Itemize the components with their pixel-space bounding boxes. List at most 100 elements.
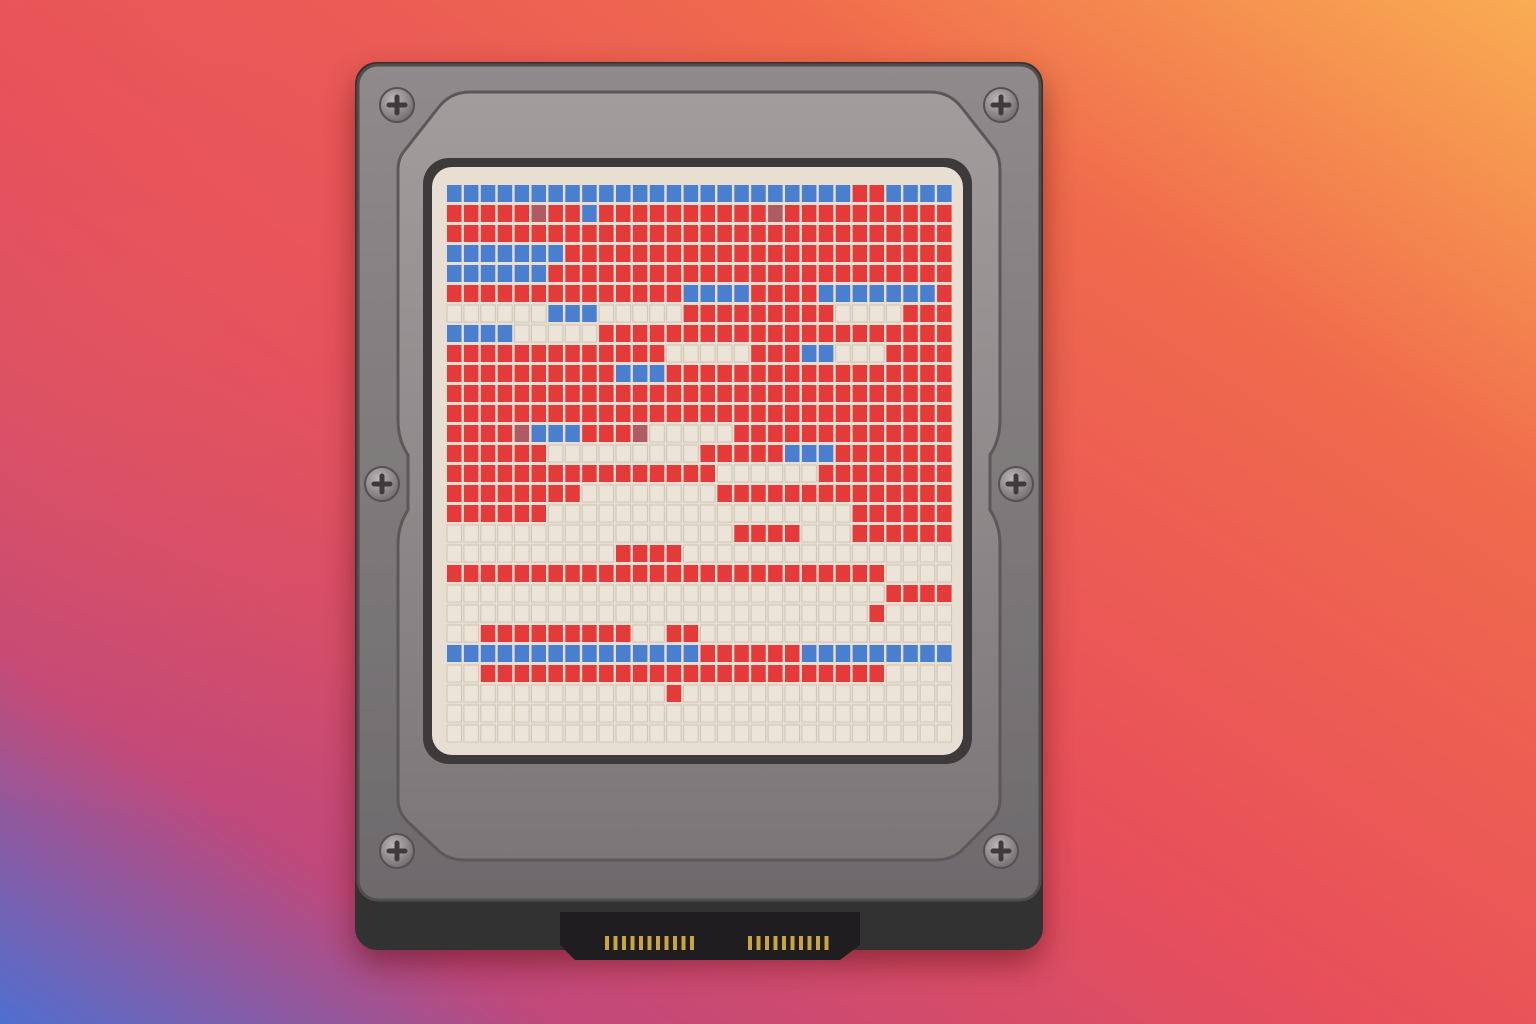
block: [717, 245, 732, 262]
pin: [630, 936, 635, 950]
block: [497, 325, 513, 342]
block: [581, 524, 598, 543]
block: [903, 505, 918, 522]
block: [785, 345, 800, 362]
block: [615, 584, 631, 603]
block: [717, 645, 732, 662]
block: [885, 704, 902, 723]
block: [750, 684, 767, 703]
block: [480, 485, 496, 502]
block: [446, 524, 462, 543]
block: [514, 684, 530, 703]
block: [616, 185, 631, 202]
block: [717, 565, 732, 582]
block: [869, 344, 885, 363]
block: [733, 464, 750, 483]
block: [733, 544, 750, 563]
block: [548, 265, 563, 282]
block: [818, 445, 834, 462]
block: [581, 704, 598, 723]
block: [920, 205, 935, 222]
block: [784, 704, 800, 723]
block: [734, 665, 749, 682]
block: [869, 365, 884, 382]
block: [937, 465, 952, 482]
pin: [656, 936, 660, 950]
block: [666, 685, 682, 702]
block: [852, 304, 868, 323]
block: [751, 405, 766, 422]
block: [852, 265, 868, 282]
block: [632, 724, 648, 743]
block: [852, 704, 868, 723]
block: [564, 604, 581, 623]
block: [818, 205, 834, 222]
screw-slot: [990, 840, 1012, 862]
block: [717, 445, 732, 462]
block: [565, 465, 580, 482]
block: [852, 604, 868, 623]
block: [447, 185, 462, 202]
block: [632, 205, 648, 222]
block: [480, 584, 496, 603]
block: [937, 525, 952, 542]
block: [632, 365, 648, 382]
block: [531, 185, 546, 202]
block: [751, 485, 766, 502]
block: [835, 684, 851, 703]
block: [548, 485, 563, 502]
block: [750, 724, 767, 743]
block: [632, 504, 648, 523]
block: [751, 565, 766, 582]
block: [869, 205, 884, 222]
block: [649, 465, 665, 482]
block: [497, 524, 513, 543]
block: [463, 345, 479, 362]
block: [666, 645, 682, 662]
block: [785, 645, 800, 662]
block: [835, 704, 851, 723]
block: [497, 704, 513, 723]
block: [734, 305, 749, 322]
block: [751, 205, 766, 222]
block: [920, 245, 935, 262]
block: [548, 565, 563, 582]
block: [683, 245, 699, 262]
block: [919, 684, 936, 703]
screw-slot: [386, 94, 408, 116]
block: [582, 225, 597, 242]
block: [683, 665, 699, 682]
block: [581, 504, 598, 523]
block: [497, 544, 513, 563]
block: [649, 524, 665, 543]
block: [531, 584, 547, 603]
block: [801, 604, 817, 623]
block: [463, 245, 479, 262]
block: [886, 525, 901, 542]
block: [683, 724, 699, 743]
block: [920, 405, 935, 422]
block: [784, 604, 800, 623]
block: [632, 545, 648, 562]
block: [683, 504, 699, 523]
block: [463, 325, 479, 342]
block: [903, 525, 918, 542]
block: [716, 524, 733, 543]
block: [818, 704, 834, 723]
block: [683, 185, 699, 202]
block: [581, 484, 598, 503]
block: [666, 584, 682, 603]
block: [768, 525, 783, 542]
block: [565, 345, 580, 362]
block: [514, 544, 530, 563]
block: [751, 305, 766, 322]
block: [919, 704, 936, 723]
block: [632, 285, 648, 302]
block: [666, 325, 682, 342]
block: [548, 465, 563, 482]
block: [902, 564, 919, 583]
block: [447, 225, 462, 242]
block: [531, 704, 547, 723]
block: [683, 625, 699, 642]
block: [734, 225, 749, 242]
